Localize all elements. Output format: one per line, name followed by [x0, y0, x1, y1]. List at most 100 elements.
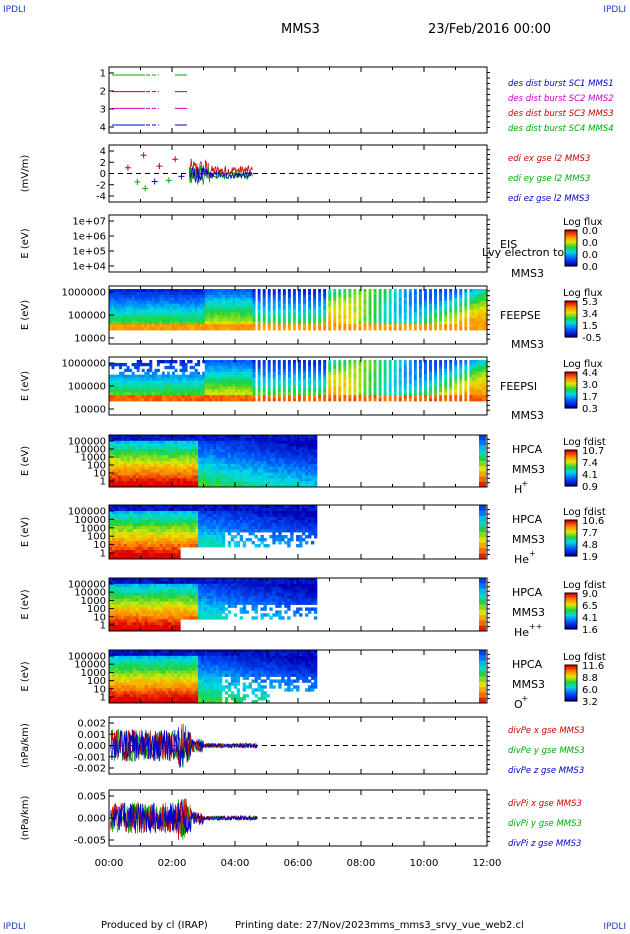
- spectrogram-cell: [192, 386, 196, 390]
- spectrogram-cell: [474, 309, 478, 313]
- spectrogram-cell: [403, 291, 407, 296]
- spectrogram-cell: [262, 365, 266, 370]
- spectrogram-cell: [166, 315, 170, 319]
- spectrogram-cell: [182, 380, 185, 384]
- spectrogram-cell: [429, 300, 432, 305]
- spectrogram-cell: [131, 324, 135, 328]
- spectrogram-cell: [141, 392, 145, 396]
- spectrogram-cell: [348, 291, 352, 296]
- spectrogram-cell: [169, 291, 173, 296]
- spectrogram-cell: [474, 294, 478, 299]
- spectrogram-cell: [398, 291, 402, 296]
- spectrogram-cell: [195, 469, 199, 473]
- spectrogram-cell: [156, 315, 160, 319]
- spectrogram-cell: [149, 327, 153, 331]
- spectrogram-cell: [150, 472, 154, 476]
- spectrogram-cell: [408, 392, 412, 396]
- spectrogram-cell: [199, 327, 203, 331]
- spectrogram-cell: [368, 321, 372, 325]
- spectrogram-cell: [116, 306, 120, 310]
- spectrogram-cell: [260, 435, 264, 439]
- spectrogram-cell: [138, 523, 143, 527]
- spectrogram-cell: [232, 392, 236, 396]
- spectrogram-cell: [150, 478, 154, 482]
- spectrogram-cell: [413, 303, 417, 307]
- spectrogram-cell: [272, 324, 276, 328]
- spectrogram-cell: [245, 395, 248, 399]
- spectrogram-cell: [119, 312, 122, 316]
- spectrogram-cell: [471, 395, 475, 399]
- spectrogram-cell: [439, 377, 443, 381]
- spectrogram-cell: [275, 449, 279, 453]
- spectrogram-cell: [333, 289, 337, 293]
- spectrogram-cell: [162, 538, 166, 542]
- spectrogram-cell: [424, 398, 427, 402]
- spectrogram-cell: [164, 365, 168, 370]
- spectrogram-cell: [227, 371, 231, 376]
- spectrogram-cell: [353, 398, 357, 402]
- spectrogram-cell: [298, 389, 301, 393]
- spectrogram-cell: [252, 294, 256, 299]
- spectrogram-cell: [363, 289, 367, 293]
- spectrogram-cell: [257, 315, 261, 319]
- spectrogram-cell: [358, 294, 362, 299]
- spectrogram-cell: [338, 291, 342, 296]
- spectrogram-cell: [247, 362, 251, 367]
- spectrogram-cell: [162, 478, 166, 482]
- spectrogram-cell: [275, 443, 279, 447]
- spectrogram-cell: [209, 294, 213, 299]
- spectrogram-cell: [282, 294, 286, 299]
- spectrogram-cell: [141, 452, 146, 456]
- spectrogram-cell: [292, 291, 296, 296]
- spectrogram-cell: [434, 368, 437, 373]
- spectrogram-cell: [209, 383, 213, 387]
- spectrogram-cell: [260, 455, 264, 459]
- spectrogram-cell: [204, 484, 208, 488]
- panel-5-species: H: [514, 483, 522, 496]
- spectrogram-cell: [123, 455, 128, 459]
- spectrogram-cell: [161, 321, 165, 325]
- spectrogram-cell: [144, 481, 149, 485]
- spectrogram-cell: [207, 389, 211, 393]
- spectrogram-cell: [343, 360, 347, 364]
- spectrogram-cell: [251, 440, 255, 445]
- spectrogram-cell: [141, 529, 146, 533]
- spectrogram-cell: [338, 303, 342, 307]
- spectrogram-cell: [229, 294, 233, 299]
- spectrogram-cell: [383, 321, 387, 325]
- spectrogram-cell: [192, 481, 196, 485]
- spectrogram-cell: [111, 386, 115, 390]
- spectrogram-cell: [479, 318, 483, 322]
- spectrogram-cell: [471, 315, 475, 319]
- spectrogram-cell: [212, 481, 217, 485]
- spectrogram-cell: [469, 392, 473, 396]
- spectrogram-cell: [236, 463, 241, 468]
- spectrogram-cell: [479, 306, 483, 310]
- spectrogram-cell: [272, 461, 276, 465]
- spectrogram-cell: [218, 478, 223, 482]
- spectrogram-cell: [189, 315, 193, 319]
- spectrogram-cell: [247, 321, 251, 325]
- spectrogram-cell: [123, 538, 128, 542]
- spectrogram-cell: [218, 481, 223, 485]
- spectrogram-cell: [474, 303, 478, 307]
- spectrogram-cell: [174, 306, 178, 310]
- spectrogram-cell: [116, 303, 120, 307]
- spectrogram-cell: [177, 472, 181, 476]
- spectrogram-cell: [126, 437, 131, 442]
- spectrogram-cell: [159, 315, 163, 319]
- panel-0-legend-entry: des dist burst SC3 MMS3: [508, 109, 614, 119]
- spectrogram-cell: [373, 315, 377, 319]
- spectrogram-cell: [222, 303, 226, 307]
- spectrogram-cell: [156, 520, 160, 524]
- colorbar-step: [565, 317, 577, 320]
- spectrogram-cell: [149, 398, 153, 402]
- spectrogram-cell: [199, 392, 203, 396]
- spectrogram-cell: [194, 312, 198, 316]
- spectrogram-cell: [212, 374, 216, 378]
- spectrogram-cell: [159, 535, 163, 539]
- spectrogram-cell: [177, 374, 180, 378]
- spectrogram-cell: [120, 550, 125, 554]
- colorbar-step: [565, 484, 577, 487]
- spectrogram-cell: [144, 300, 148, 305]
